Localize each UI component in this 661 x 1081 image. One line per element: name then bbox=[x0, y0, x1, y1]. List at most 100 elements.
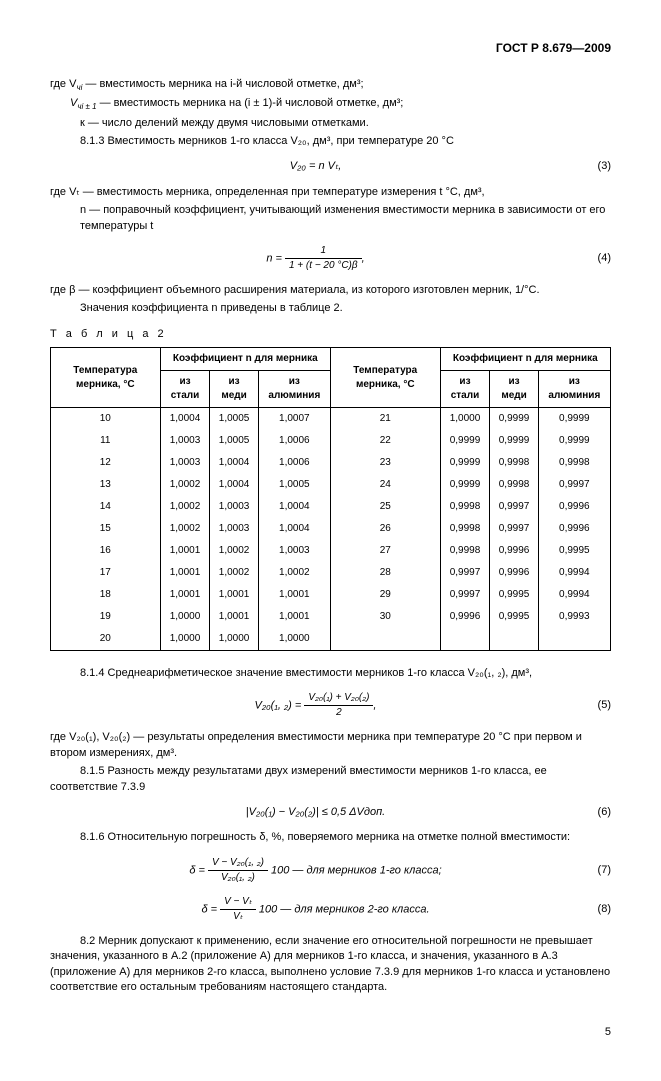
cell: 1,0002 bbox=[160, 496, 210, 518]
cell: 20 bbox=[51, 628, 161, 651]
cell: 1,0001 bbox=[160, 562, 210, 584]
cell: 1,0000 bbox=[160, 606, 210, 628]
line-8: Значения коэффициента n приведены в табл… bbox=[50, 301, 611, 316]
cell: 0,9999 bbox=[440, 474, 490, 496]
t: — вместимость мерника на i-й числовой от… bbox=[82, 78, 363, 90]
lhs: δ = bbox=[201, 903, 220, 915]
cell: 1,0005 bbox=[210, 408, 258, 431]
den: Vₜ bbox=[220, 910, 256, 924]
cell: 22 bbox=[330, 430, 440, 452]
num: V − V₂₀(₁, ₂) bbox=[208, 856, 268, 871]
cell: 28 bbox=[330, 562, 440, 584]
den: 2 bbox=[304, 706, 373, 720]
th: из меди bbox=[210, 371, 258, 408]
lhs: n = bbox=[266, 252, 285, 264]
table-row: 101,00041,00051,0007211,00000,99990,9999 bbox=[51, 408, 611, 431]
t: — вместимость мерника на (i ± 1)-й число… bbox=[97, 97, 404, 109]
cell: 27 bbox=[330, 540, 440, 562]
th: из алюминия bbox=[258, 371, 330, 408]
cell: 0,9999 bbox=[490, 408, 538, 431]
cell: 30 bbox=[330, 606, 440, 628]
cell: 13 bbox=[51, 474, 161, 496]
table-row: 151,00021,00031,0004260,99980,99970,9996 bbox=[51, 518, 611, 540]
cell: 1,0001 bbox=[160, 584, 210, 606]
cell: 0,9999 bbox=[440, 430, 490, 452]
cell: 1,0001 bbox=[210, 606, 258, 628]
cell: 18 bbox=[51, 584, 161, 606]
cell: 1,0002 bbox=[160, 474, 210, 496]
cell: 1,0001 bbox=[210, 584, 258, 606]
cell: 1,0005 bbox=[210, 430, 258, 452]
cell: 1,0000 bbox=[210, 628, 258, 651]
cell: 1,0003 bbox=[160, 452, 210, 474]
line-12: 8.1.6 Относительную погрешность δ, %, по… bbox=[50, 830, 611, 845]
cell: 1,0004 bbox=[258, 496, 330, 518]
cell: 1,0002 bbox=[210, 562, 258, 584]
cell: 1,0001 bbox=[258, 606, 330, 628]
cell: 1,0000 bbox=[258, 628, 330, 651]
table-row: 201,00001,00001,0000 bbox=[51, 628, 611, 651]
cell: 0,9995 bbox=[538, 540, 610, 562]
cell bbox=[538, 628, 610, 651]
eq: δ = V − VₜVₜ 100 — для мерников 2-го кла… bbox=[50, 895, 581, 924]
cell: 12 bbox=[51, 452, 161, 474]
t: где V bbox=[50, 78, 76, 90]
formula-8: δ = V − VₜVₜ 100 — для мерников 2-го кла… bbox=[50, 895, 611, 924]
formula-7: δ = V − V₂₀(₁, ₂)V₂₀(₁, ₂) 100 — для мер… bbox=[50, 856, 611, 885]
cell: 16 bbox=[51, 540, 161, 562]
th: Коэффициент n для мерника bbox=[160, 348, 330, 371]
cell: 0,9997 bbox=[538, 474, 610, 496]
cell: 10 bbox=[51, 408, 161, 431]
lhs: V₂₀(₁, ₂) = bbox=[255, 700, 305, 712]
cell: 0,9995 bbox=[490, 584, 538, 606]
cell: 1,0003 bbox=[258, 540, 330, 562]
table-row: 121,00031,00041,0006230,99990,99980,9998 bbox=[51, 452, 611, 474]
eqnum: (3) bbox=[581, 159, 611, 174]
th: из стали bbox=[160, 371, 210, 408]
cell: 0,9995 bbox=[490, 606, 538, 628]
line-3: к — число делений между двумя числовыми … bbox=[80, 116, 611, 131]
line-1: где Vчi — вместимость мерника на i-й чис… bbox=[50, 77, 611, 93]
cell: 0,9996 bbox=[490, 540, 538, 562]
eq: n = 11 + (t − 20 °C)β, bbox=[50, 244, 581, 273]
cell: 1,0002 bbox=[160, 518, 210, 540]
cell: 21 bbox=[330, 408, 440, 431]
den: 1 + (t − 20 °C)β bbox=[285, 259, 362, 273]
cell bbox=[440, 628, 490, 651]
cell: 1,0000 bbox=[440, 408, 490, 431]
line-5: где Vₜ — вместимость мерника, определенн… bbox=[50, 185, 611, 200]
th: из стали bbox=[440, 371, 490, 408]
cell: 0,9993 bbox=[538, 606, 610, 628]
eqnum: (5) bbox=[581, 698, 611, 713]
eqnum: (4) bbox=[581, 251, 611, 266]
line-2: Vчi ± 1 — вместимость мерника на (i ± 1)… bbox=[70, 96, 611, 112]
cell: 0,9997 bbox=[490, 496, 538, 518]
line-11: 8.1.5 Разность между результатами двух и… bbox=[50, 764, 611, 795]
cell: 29 bbox=[330, 584, 440, 606]
cell: 1,0003 bbox=[160, 430, 210, 452]
tail: 100 — для мерников 2-го класса. bbox=[259, 903, 430, 915]
cell: 0,9996 bbox=[538, 518, 610, 540]
cell: 0,9999 bbox=[490, 430, 538, 452]
table-row: 131,00021,00041,0005240,99990,99980,9997 bbox=[51, 474, 611, 496]
cell: 0,9996 bbox=[538, 496, 610, 518]
table-row: 171,00011,00021,0002280,99970,99960,9994 bbox=[51, 562, 611, 584]
cell: 0,9999 bbox=[538, 408, 610, 431]
cell: 19 bbox=[51, 606, 161, 628]
eq: V₂₀ = n Vₜ, bbox=[50, 159, 581, 174]
eqnum: (8) bbox=[581, 902, 611, 917]
eqnum: (7) bbox=[581, 863, 611, 878]
cell: 0,9998 bbox=[440, 540, 490, 562]
cell: 0,9996 bbox=[440, 606, 490, 628]
tail: 100 — для мерников 1-го класса; bbox=[271, 864, 442, 876]
th: из меди bbox=[490, 371, 538, 408]
cell: 0,9999 bbox=[538, 430, 610, 452]
cell: 23 bbox=[330, 452, 440, 474]
cell: 0,9998 bbox=[490, 474, 538, 496]
formula-6: |V₂₀(₁) − V₂₀(₂)| ≤ 0,5 ΔVдоп. (6) bbox=[50, 805, 611, 820]
cell: 0,9998 bbox=[490, 452, 538, 474]
line-6: n — поправочный коэффициент, учитывающий… bbox=[80, 203, 611, 234]
table-row: 141,00021,00031,0004250,99980,99970,9996 bbox=[51, 496, 611, 518]
cell: 0,9997 bbox=[440, 562, 490, 584]
cell: 1,0003 bbox=[210, 496, 258, 518]
